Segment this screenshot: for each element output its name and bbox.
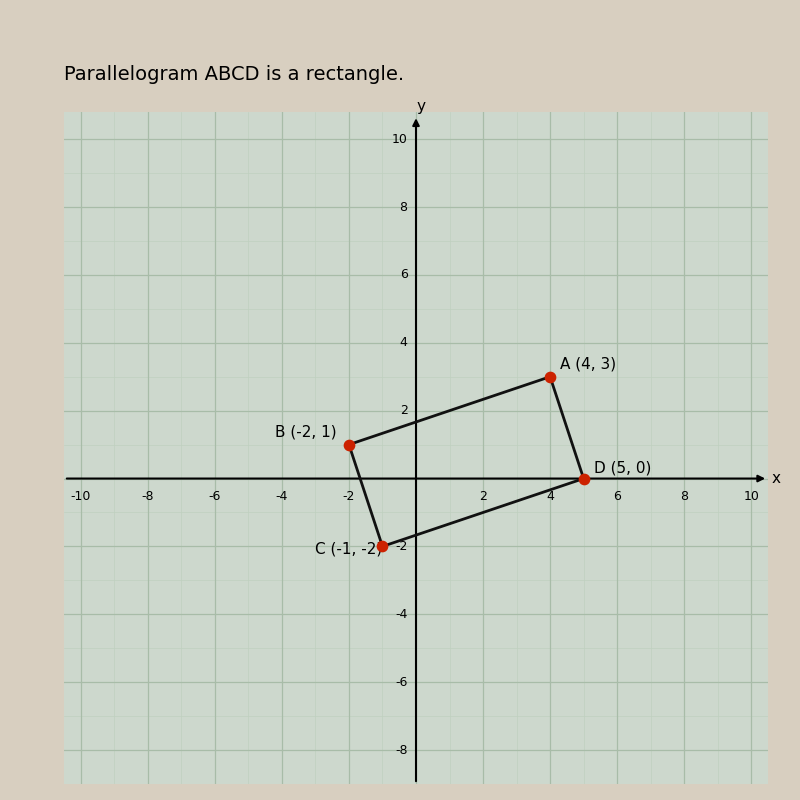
Text: -4: -4 — [276, 490, 288, 503]
Text: -6: -6 — [209, 490, 221, 503]
Text: -8: -8 — [142, 490, 154, 503]
Text: 2: 2 — [400, 404, 408, 417]
Text: A (4, 3): A (4, 3) — [560, 357, 616, 372]
Text: D (5, 0): D (5, 0) — [594, 460, 651, 475]
Text: -2: -2 — [342, 490, 355, 503]
Text: -10: -10 — [70, 490, 91, 503]
Text: 8: 8 — [400, 201, 408, 214]
Text: Parallelogram ABCD is a rectangle.: Parallelogram ABCD is a rectangle. — [64, 65, 404, 84]
Point — [376, 540, 389, 553]
Text: -2: -2 — [395, 540, 408, 553]
Text: -4: -4 — [395, 608, 408, 621]
Text: 10: 10 — [392, 133, 408, 146]
Point — [578, 472, 590, 485]
Text: 10: 10 — [743, 490, 759, 503]
Text: B (-2, 1): B (-2, 1) — [275, 425, 337, 439]
Text: 8: 8 — [680, 490, 688, 503]
Point — [342, 438, 355, 451]
Text: x: x — [771, 471, 780, 486]
Text: y: y — [417, 98, 426, 114]
Text: -8: -8 — [395, 743, 408, 757]
Text: 6: 6 — [614, 490, 621, 503]
Text: 4: 4 — [400, 336, 408, 350]
Text: C (-1, -2): C (-1, -2) — [315, 542, 382, 557]
Text: 6: 6 — [400, 269, 408, 282]
Text: 4: 4 — [546, 490, 554, 503]
Text: -6: -6 — [395, 676, 408, 689]
Text: 2: 2 — [479, 490, 487, 503]
Point — [544, 370, 557, 383]
